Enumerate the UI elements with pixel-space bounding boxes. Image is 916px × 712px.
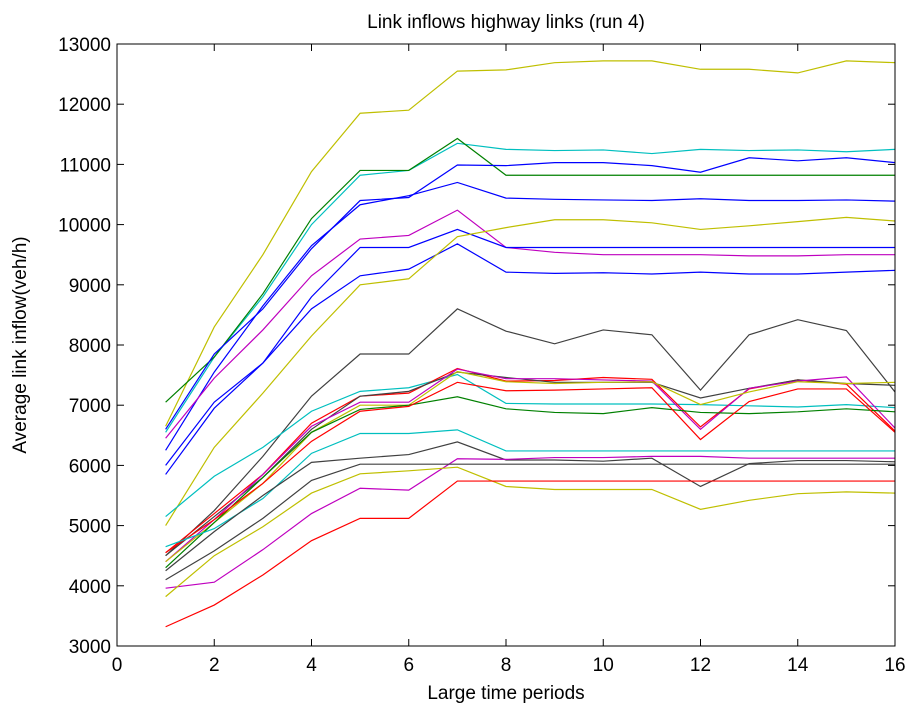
x-tick-label: 0 xyxy=(112,655,123,676)
x-tick-label: 6 xyxy=(403,655,414,676)
series-line-2 xyxy=(165,142,896,433)
y-tick-label: 8000 xyxy=(69,336,111,357)
series-line-23 xyxy=(165,480,895,628)
series-line-16 xyxy=(165,396,896,569)
series-line-11 xyxy=(165,373,896,518)
series-line-18 xyxy=(165,429,895,548)
x-tick-label: 8 xyxy=(501,655,512,676)
y-tick-label: 4000 xyxy=(69,577,111,598)
y-tick-label: 13000 xyxy=(58,35,111,56)
x-tick-label: 10 xyxy=(593,655,614,676)
x-tick-label: 2 xyxy=(209,655,220,676)
x-tick-label: 16 xyxy=(884,655,905,676)
y-tick-label: 3000 xyxy=(69,637,111,658)
series-line-4 xyxy=(165,157,896,430)
series-line-14 xyxy=(165,368,896,563)
y-tick-label: 11000 xyxy=(60,155,111,176)
x-tick-label: 14 xyxy=(787,655,809,676)
x-tick-label: 12 xyxy=(690,655,711,676)
series-line-19 xyxy=(165,441,896,572)
y-tick-label: 7000 xyxy=(69,396,111,417)
y-tick-label: 10000 xyxy=(58,216,111,237)
series-line-20 xyxy=(165,455,895,589)
series-layer xyxy=(165,60,896,628)
series-line-22 xyxy=(165,466,896,598)
y-axis-title: Average link inflow(veh/h) xyxy=(10,236,31,453)
tick-layer: 0 2 4 6 8 10 12 14 16 3000 4000 5000 6000 7000 8000 900… xyxy=(58,35,905,676)
series-line-17 xyxy=(165,381,896,554)
y-tick-label: 5000 xyxy=(69,517,111,538)
series-line-8 xyxy=(165,243,896,475)
series-line-7 xyxy=(165,228,895,466)
series-line-6 xyxy=(165,209,895,439)
x-axis-title: Large time periods xyxy=(427,683,584,704)
series-line-5 xyxy=(165,181,896,451)
series-line-10 xyxy=(165,308,896,557)
y-tick-label: 9000 xyxy=(69,276,111,297)
series-line-15 xyxy=(165,370,896,563)
series-line-1 xyxy=(165,60,896,427)
series-line-9 xyxy=(165,216,896,526)
y-tick-label: 12000 xyxy=(58,95,111,116)
series-line-21 xyxy=(165,463,895,581)
chart-title: Link inflows highway links (run 4) xyxy=(367,12,645,33)
x-tick-label: 4 xyxy=(306,655,317,676)
series-line-3 xyxy=(165,137,895,403)
y-tick-label: 6000 xyxy=(69,456,111,477)
